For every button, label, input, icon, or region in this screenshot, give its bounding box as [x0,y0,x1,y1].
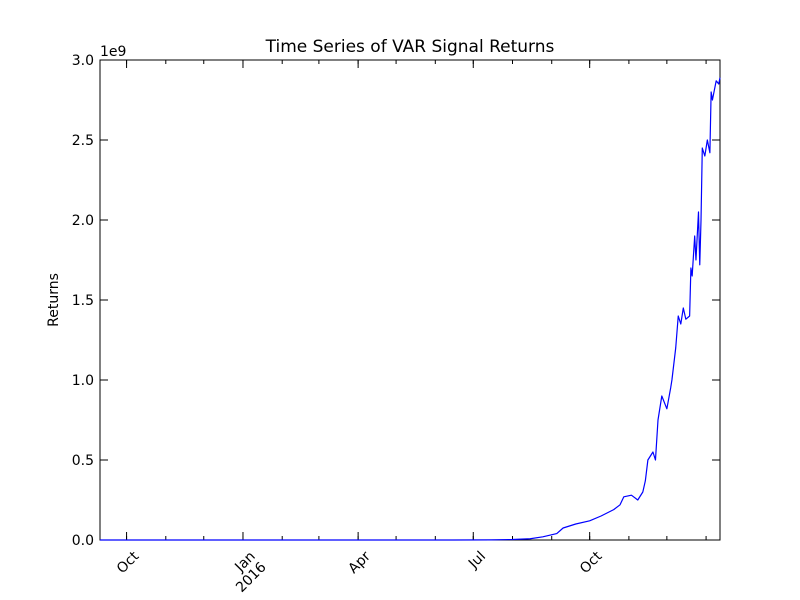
plot-area-frame [99,59,721,541]
x-tick-label: Jan2016 [222,548,269,595]
x-tick-label: Oct [577,548,606,577]
chart-title: Time Series of VAR Signal Returns [265,37,555,57]
x-tick-label-group: Jan2016 [222,548,269,595]
y-axis-ticks: 0.0 0.5 1.0 1.5 2.0 2.5 3.0 [72,53,720,549]
y-tick-label: 0.5 [72,453,94,469]
x-tick-label: Jul [465,548,489,572]
x-tick-label-line: Apr [345,548,374,577]
y-tick-label: 0.0 [72,533,94,549]
series-line [100,77,721,541]
y-tick-label: 1.0 [72,373,94,389]
x-tick-label-group: Oct [114,548,143,577]
x-tick-label: Oct [114,548,143,577]
series-layer [100,77,721,541]
y-tick-label: 3.0 [72,53,94,69]
y-tick-label: 2.5 [72,133,94,149]
y-offset-label: 1e9 [100,44,126,60]
x-tick-label-line: Jul [465,548,489,572]
x-tick-label: Apr [345,548,374,577]
y-tick-label: 1.5 [72,293,94,309]
x-tick-label-line: Oct [577,548,606,577]
y-tick-label: 2.0 [72,213,94,229]
y-axis-label: Returns [46,273,62,327]
x-axis-ticks: Oct Jan2016 Apr Jul Oct [114,60,707,596]
x-tick-label-line: Oct [114,548,143,577]
x-tick-label-group: Jul [465,548,489,572]
x-tick-label-group: Oct [577,548,606,577]
x-tick-label-group: Apr [345,548,374,577]
